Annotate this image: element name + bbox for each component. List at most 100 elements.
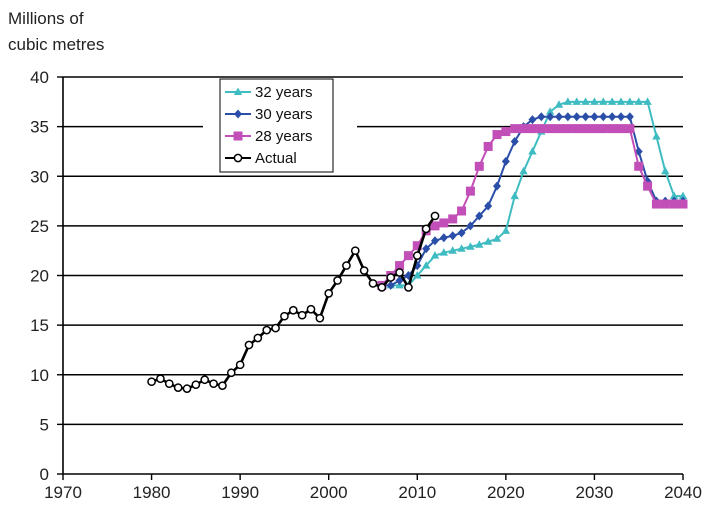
y-tick-label-0: 0 — [40, 465, 49, 484]
data-point-32-years-2012 — [430, 251, 440, 259]
data-point-30-years-2017 — [475, 211, 484, 221]
data-point-32-years-2040 — [678, 191, 688, 200]
data-point-30-years-2031 — [599, 112, 608, 122]
data-point-actual-1980 — [147, 377, 156, 387]
data-point-28-years-2035 — [634, 161, 644, 171]
data-point-32-years-2016 — [466, 242, 475, 250]
data-point-28-years-2037 — [651, 199, 661, 209]
data-point-30-years-2028 — [572, 112, 581, 122]
data-point-actual-1991 — [244, 340, 254, 350]
data-point-28-years-2030 — [589, 124, 599, 134]
data-point-30-years-2030 — [590, 112, 599, 122]
data-point-30-years-2016 — [466, 221, 475, 231]
data-point-actual-2005 — [368, 279, 378, 288]
y-tick-label-20: 20 — [30, 267, 49, 286]
y-tick-label-30: 30 — [30, 167, 49, 186]
legend-item-28-years: 28 years — [225, 128, 313, 145]
data-point-32-years-2019 — [492, 234, 502, 242]
data-point-actual-2009 — [404, 283, 413, 292]
data-point-30-years-2007 — [386, 280, 395, 290]
data-point-28-years-2009 — [403, 251, 413, 261]
data-point-28-years-2012 — [430, 221, 440, 231]
data-point-actual-1985 — [191, 380, 201, 390]
legend-item-32-years: 32 years — [225, 84, 313, 101]
data-point-actual-1993 — [262, 325, 272, 335]
x-tick-label-2040: 2040 — [664, 483, 702, 502]
tick-labels: 0 5 10 15 20 25 30 35 40 1970 1980 1990 2000 2010 2020… — [30, 68, 702, 502]
data-point-30-years-2011 — [422, 244, 431, 254]
data-point-28-years-2018 — [483, 141, 493, 151]
data-point-30-years-2020 — [501, 156, 510, 166]
data-point-30-years-2027 — [563, 112, 572, 122]
data-point-actual-2010 — [412, 251, 422, 260]
data-point-actual-1987 — [209, 379, 218, 389]
data-point-32-years-2038 — [661, 166, 670, 175]
data-point-actual-1998 — [306, 304, 316, 314]
data-point-actual-1992 — [253, 333, 263, 343]
data-point-28-years-2020 — [501, 127, 511, 137]
x-tick-label-2030: 2030 — [576, 483, 614, 502]
data-point-28-years-2017 — [474, 161, 484, 171]
data-point-32-years-2027 — [563, 97, 573, 105]
data-point-30-years-2023 — [528, 115, 537, 125]
series-line-actual — [151, 215, 437, 390]
data-point-30-years-2019 — [493, 181, 501, 191]
data-point-32-years-2029 — [581, 97, 590, 105]
data-point-32-years-2033 — [616, 97, 626, 105]
data-point-30-years-2015 — [457, 228, 466, 238]
data-point-28-years-2022 — [519, 124, 529, 134]
data-point-30-years-2014 — [448, 231, 457, 241]
data-point-28-years-2028 — [572, 124, 582, 134]
data-point-28-years-2019 — [492, 130, 502, 140]
data-point-32-years-2030 — [590, 97, 599, 105]
data-point-actual-1996 — [288, 305, 298, 315]
data-point-30-years-2024 — [537, 112, 546, 122]
data-point-32-years-2020 — [501, 226, 511, 234]
data-point-actual-1986 — [200, 375, 210, 385]
data-point-32-years-2014 — [448, 246, 457, 254]
data-point-32-years-2026 — [554, 100, 564, 108]
gridlines — [63, 76, 683, 426]
data-point-32-years-2028 — [572, 97, 581, 105]
legend: 32 years 30 years 28 years Actual — [219, 78, 334, 173]
data-point-actual-2000 — [324, 289, 334, 298]
data-point-30-years-2026 — [555, 112, 563, 122]
data-point-30-years-2025 — [546, 112, 555, 122]
data-point-28-years-2014 — [448, 214, 458, 224]
data-point-actual-1999 — [315, 313, 325, 323]
data-point-actual-2007 — [386, 273, 396, 282]
data-point-32-years-2022 — [519, 166, 528, 175]
legend-marker-triangle — [233, 87, 243, 95]
y-tick-label-15: 15 — [30, 316, 49, 335]
data-point-30-years-2013 — [439, 233, 448, 243]
series-line-30-years — [381, 115, 683, 287]
y-axis-title-line1: Millions of — [8, 9, 84, 28]
data-point-actual-2004 — [359, 266, 369, 275]
series-30-years — [377, 112, 687, 290]
data-point-32-years-2017 — [475, 240, 484, 248]
x-tick-label-1990: 1990 — [221, 483, 259, 502]
data-point-actual-1981 — [156, 374, 165, 384]
data-point-actual-2008 — [395, 268, 404, 277]
data-point-actual-1988 — [218, 381, 227, 391]
x-tick-label-1980: 1980 — [133, 483, 171, 502]
data-point-30-years-2032 — [608, 112, 617, 122]
data-point-28-years-2025 — [545, 124, 555, 134]
legend-item-actual: Actual — [225, 150, 297, 167]
y-tick-label-10: 10 — [30, 366, 49, 385]
data-point-actual-1989 — [226, 368, 236, 378]
data-point-28-years-2036 — [643, 181, 653, 191]
data-point-actual-2003 — [350, 246, 360, 256]
data-point-actual-1984 — [182, 384, 192, 393]
data-point-actual-1982 — [164, 379, 174, 389]
data-point-28-years-2016 — [465, 186, 475, 196]
data-point-28-years-2021 — [510, 124, 520, 134]
data-point-30-years-2021 — [510, 137, 519, 147]
data-point-28-years-2034 — [625, 124, 635, 134]
data-point-28-years-2039 — [669, 199, 679, 209]
y-tick-label-40: 40 — [30, 68, 49, 87]
series-group — [147, 97, 688, 393]
legend-marker-diamond — [234, 109, 242, 119]
data-point-30-years-2012 — [431, 236, 439, 246]
x-tick-label-2020: 2020 — [487, 483, 525, 502]
